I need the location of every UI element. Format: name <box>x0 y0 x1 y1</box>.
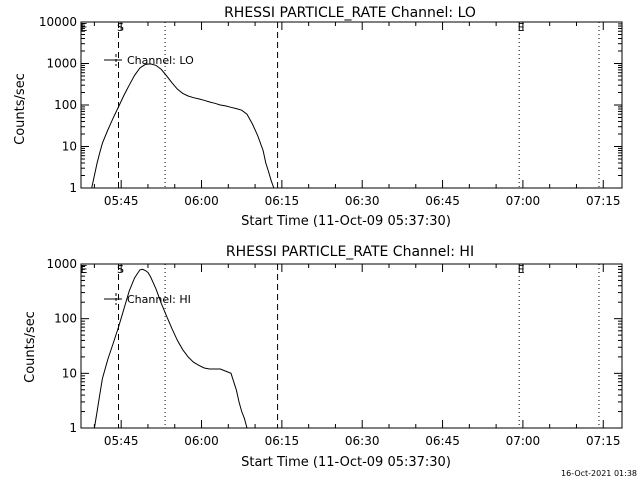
x-tick-label: 06:45 <box>425 194 460 208</box>
footer-timestamp: 16-Oct-2021 01:38 <box>561 469 637 478</box>
y-tick-label: 100 <box>54 98 77 112</box>
series-line <box>93 268 248 429</box>
marker-label: S <box>117 21 124 34</box>
legend-entry: Channel: HI <box>127 293 191 306</box>
y-tick-label: 1000 <box>46 57 77 71</box>
x-tick-label: 06:30 <box>345 434 380 448</box>
x-tick-label: 06:45 <box>425 434 460 448</box>
chart-panel-hi: RHESSI PARTICLE_RATE Channel: HI Counts/… <box>23 244 623 470</box>
plot-frame <box>80 263 623 429</box>
chart-title: RHESSI PARTICLE_RATE Channel: LO <box>224 5 476 21</box>
marker-label: E <box>518 21 525 34</box>
marker-label: S <box>117 263 124 276</box>
x-tick-label: 07:15 <box>586 434 621 448</box>
y-tick-label: 1 <box>69 181 77 195</box>
y-tick-label: 10 <box>62 140 77 154</box>
legend-entry: Channel: LO <box>127 54 194 67</box>
x-tick-label: 06:15 <box>265 194 300 208</box>
chart-panel-lo: RHESSI PARTICLE_RATE Channel: LO Counts/… <box>13 5 623 229</box>
x-tick-label: 07:00 <box>506 434 541 448</box>
y-tick-label: 1 <box>69 421 77 435</box>
series-line <box>91 63 275 189</box>
x-tick-label: 07:00 <box>506 194 541 208</box>
x-axis-label: Start Time (11-Oct-09 05:37:30) <box>241 455 451 470</box>
y-tick-label: 10000 <box>39 15 77 29</box>
x-tick-label: 06:00 <box>184 434 219 448</box>
x-tick-label: 05:45 <box>104 194 139 208</box>
x-axis-label: Start Time (11-Oct-09 05:37:30) <box>241 214 451 229</box>
y-tick-label: 1000 <box>46 257 77 271</box>
plot-frame <box>80 21 623 189</box>
x-tick-label: 06:30 <box>345 194 380 208</box>
x-tick-label: 06:15 <box>265 434 300 448</box>
chart-title: RHESSI PARTICLE_RATE Channel: HI <box>226 244 474 260</box>
x-tick-label: 07:15 <box>586 194 621 208</box>
x-tick-label: 05:45 <box>104 434 139 448</box>
marker-label: E <box>81 21 88 34</box>
y-tick-label: 100 <box>54 312 77 326</box>
x-tick-label: 06:00 <box>184 194 219 208</box>
legend: Channel: HI <box>127 293 191 306</box>
marker-label: E <box>518 263 525 276</box>
y-axis-label: Counts/sec <box>23 311 38 383</box>
y-axis-label: Counts/sec <box>13 73 28 145</box>
y-tick-label: 10 <box>62 366 77 380</box>
legend: Channel: LO <box>127 54 194 67</box>
